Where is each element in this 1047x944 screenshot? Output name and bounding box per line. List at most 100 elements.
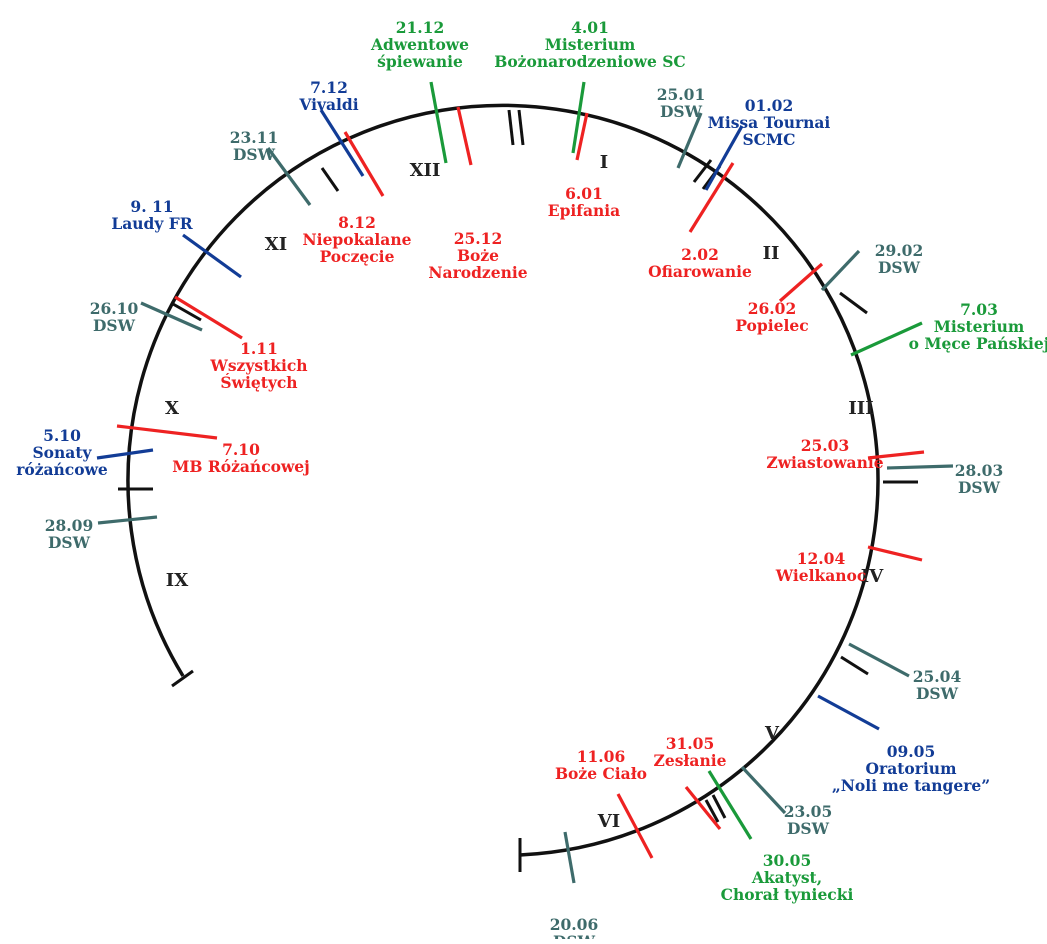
event-marker-1 — [571, 81, 586, 154]
event-marker-8 — [850, 321, 923, 357]
month-label-XII: XII — [410, 160, 441, 181]
event-date: 30.05 — [763, 851, 812, 870]
event-title: DSW — [553, 932, 596, 939]
event-marker-15 — [684, 785, 722, 831]
event-title: DSW — [878, 258, 921, 277]
event-title: Wszystkich — [209, 356, 307, 375]
event-title: MB Różańcowej — [172, 457, 310, 476]
event-date: 9. 11 — [130, 197, 173, 216]
event-title: śpiewanie — [377, 52, 463, 71]
event-marker-20 — [96, 448, 154, 460]
event-title: Zwiastowanie — [766, 453, 883, 472]
event-title: Świętych — [220, 373, 297, 392]
event-marker-27 — [343, 131, 385, 197]
event-title: Wielkanoc — [775, 566, 867, 585]
event-marker-23 — [174, 295, 243, 340]
event-date: 4.01 — [571, 18, 609, 37]
event-title: DSW — [660, 102, 703, 121]
event-title: DSW — [48, 533, 91, 552]
event-title: DSW — [916, 684, 959, 703]
event-marker-29 — [456, 106, 473, 166]
month-label-X: X — [165, 398, 179, 419]
event-date: 21.12 — [396, 18, 445, 37]
event-date: 26.02 — [748, 299, 797, 318]
event-marker-22 — [140, 301, 203, 332]
event-date: 8.12 — [338, 213, 376, 232]
event-marker-18 — [563, 831, 576, 884]
event-title: Epifania — [548, 201, 620, 220]
event-date: 7.03 — [960, 300, 998, 319]
event-title: Boże Ciało — [555, 764, 647, 783]
month-tick — [704, 799, 720, 823]
event-date: 01.02 — [745, 96, 794, 115]
event-date: 7.10 — [222, 440, 260, 459]
event-date: 1.11 — [240, 339, 278, 358]
event-title: Laudy FR — [111, 214, 192, 233]
event-title: Ofiarowanie — [648, 262, 752, 281]
event-title: Niepokalane — [303, 230, 412, 249]
event-date: 5.10 — [43, 426, 81, 445]
event-title: DSW — [233, 145, 276, 164]
event-title: Misterium — [545, 35, 636, 54]
event-marker-2 — [575, 112, 589, 161]
event-title: różańcowe — [16, 460, 108, 479]
event-date: 6.01 — [565, 184, 603, 203]
event-marker-21 — [116, 424, 218, 440]
event-title: Sonaty — [32, 443, 92, 462]
event-marker-12 — [848, 642, 910, 678]
event-title: Akatyst, — [751, 868, 822, 887]
event-date: 11.06 — [577, 747, 626, 766]
month-tick — [517, 109, 525, 146]
event-title: Oratorium — [866, 759, 958, 778]
event-date: 12.04 — [797, 549, 846, 568]
event-date: 28.03 — [955, 461, 1004, 480]
event-title: Boże — [457, 246, 499, 265]
year-arc — [126, 103, 880, 857]
month-tick — [839, 291, 868, 315]
event-date: 25.04 — [913, 667, 962, 686]
event-date: 29.02 — [875, 241, 924, 260]
event-date: 25.01 — [657, 85, 706, 104]
event-marker-17 — [616, 793, 654, 859]
event-date: 23.05 — [784, 802, 833, 821]
event-date: 20.06 — [550, 915, 599, 934]
month-label-I: I — [600, 152, 608, 173]
event-title: DSW — [93, 316, 136, 335]
event-date: 26.10 — [90, 299, 139, 318]
event-marker-4 — [704, 125, 744, 191]
event-title: Popielec — [735, 316, 808, 335]
event-marker-13 — [817, 694, 880, 731]
month-label-XI: XI — [265, 234, 287, 255]
month-label-II: II — [763, 243, 780, 264]
month-tick — [711, 794, 727, 819]
event-marker-26 — [319, 109, 365, 177]
month-tick — [507, 109, 515, 146]
event-marker-10 — [886, 464, 954, 470]
event-title: „Noli me tangere” — [832, 776, 990, 795]
event-title: DSW — [958, 478, 1001, 497]
event-title: o Męce Pańskiej — [909, 334, 1047, 353]
event-marker-11 — [867, 545, 923, 562]
event-title: Vivaldi — [298, 95, 358, 114]
month-label-V: V — [764, 723, 780, 744]
event-title: Poczęcie — [320, 247, 395, 266]
event-title: Zesłanie — [654, 751, 727, 770]
event-marker-5 — [688, 162, 735, 233]
event-date: 7.12 — [310, 78, 348, 97]
month-tick — [692, 159, 713, 183]
event-date: 31.05 — [666, 734, 715, 753]
event-date: 2.02 — [681, 245, 719, 264]
